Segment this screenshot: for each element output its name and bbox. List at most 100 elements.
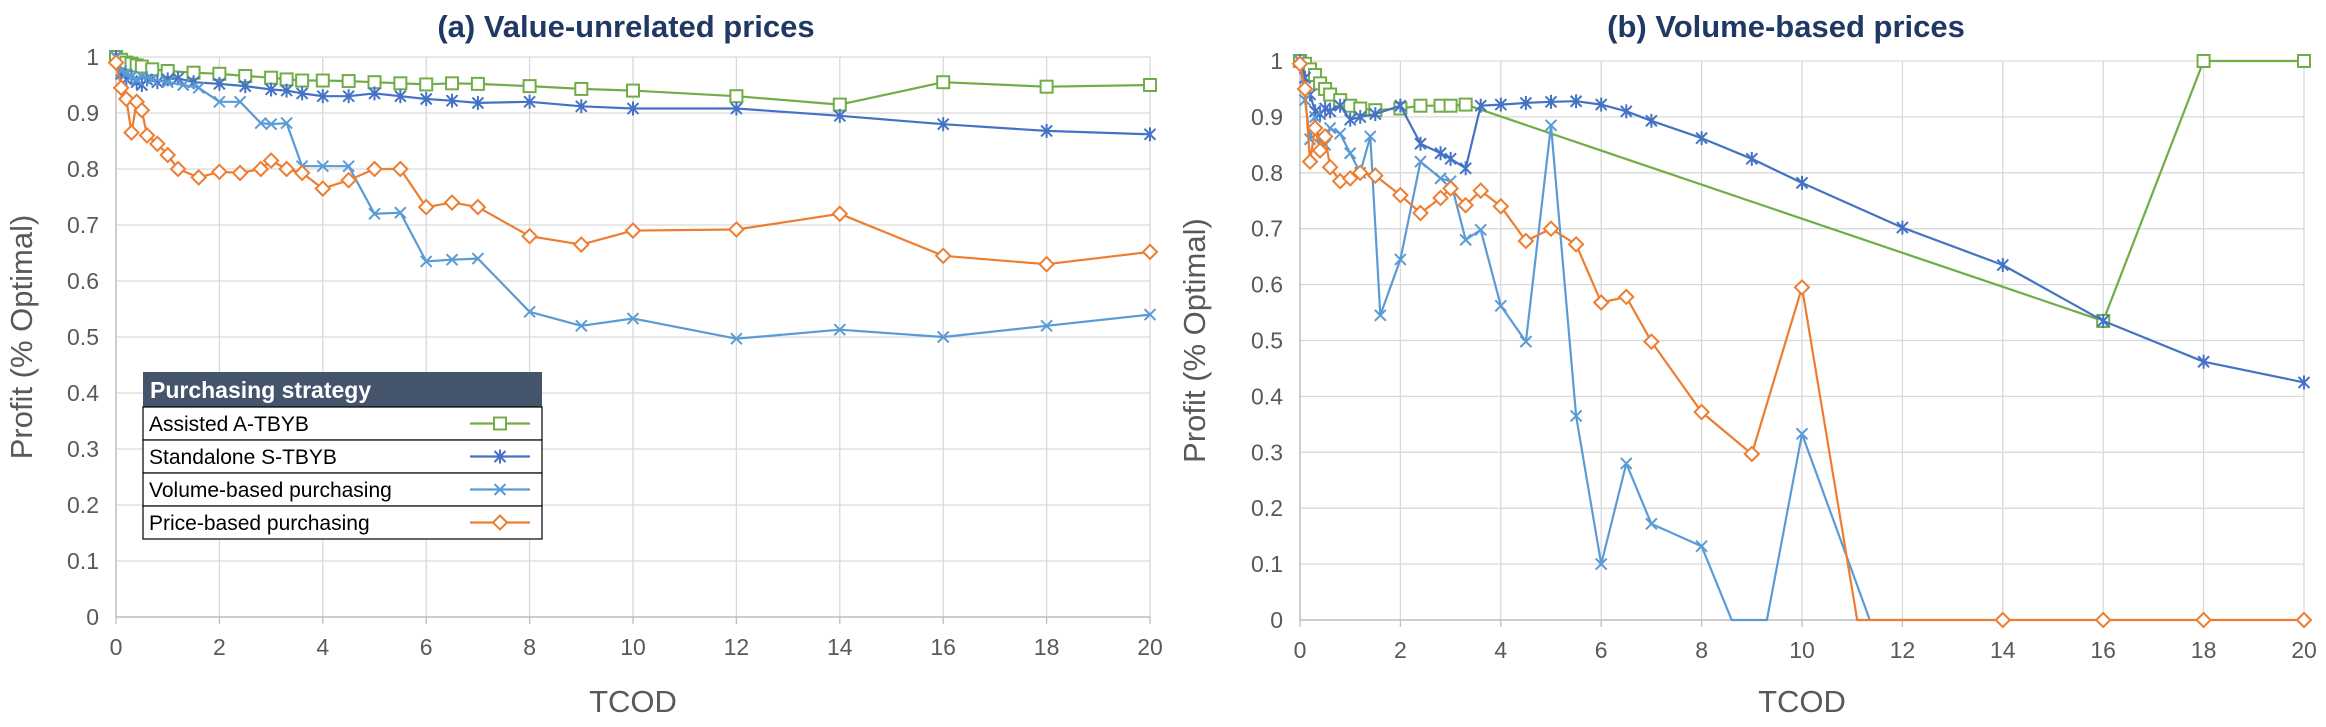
y-tick-label: 0.8 bbox=[1251, 160, 1283, 186]
series-price-based-purchasing bbox=[107, 54, 1159, 273]
data-point bbox=[190, 168, 208, 186]
data-point bbox=[1143, 127, 1157, 142]
x-tick-label: 10 bbox=[620, 634, 646, 660]
y-tick-label: 0.2 bbox=[1251, 495, 1283, 521]
data-point bbox=[342, 89, 355, 104]
data-point bbox=[523, 305, 536, 319]
data-point bbox=[1474, 223, 1487, 237]
data-point bbox=[1354, 109, 1367, 124]
data-point bbox=[239, 79, 252, 94]
data-point bbox=[419, 77, 434, 92]
data-point bbox=[1617, 288, 1635, 306]
data-point bbox=[368, 207, 381, 221]
data-point bbox=[1316, 128, 1334, 145]
data-point bbox=[171, 71, 185, 86]
data-point bbox=[393, 76, 408, 91]
x-tick-label: 20 bbox=[2291, 637, 2317, 663]
data-point bbox=[2297, 54, 2311, 68]
chart-title: (b) Volume-based prices bbox=[1607, 9, 1965, 44]
x-tick-label: 0 bbox=[110, 634, 123, 660]
data-point bbox=[135, 70, 149, 83]
data-point bbox=[2297, 375, 2311, 390]
data-point bbox=[626, 83, 640, 98]
legend: Purchasing strategy Assisted A-TBYB Standa… bbox=[142, 372, 543, 540]
series-price-based-purchasing bbox=[1291, 55, 2313, 629]
data-point bbox=[1434, 146, 1447, 161]
x-tick-label: 18 bbox=[1034, 634, 1060, 660]
data-point bbox=[1795, 427, 1809, 441]
data-point bbox=[293, 164, 311, 182]
y-tick-label: 0.1 bbox=[1251, 551, 1283, 577]
data-point bbox=[1369, 107, 1382, 122]
y-tick-label: 0.1 bbox=[67, 548, 99, 574]
data-point bbox=[1494, 97, 1508, 112]
data-point bbox=[1492, 197, 1510, 215]
y-tick-label: 0.8 bbox=[67, 156, 99, 182]
data-point bbox=[1458, 97, 1473, 112]
data-point bbox=[1795, 175, 1809, 190]
data-point bbox=[368, 86, 381, 101]
data-point bbox=[1432, 189, 1449, 207]
data-point bbox=[2197, 354, 2210, 369]
y-tick-label: 0.2 bbox=[67, 492, 99, 518]
data-point bbox=[1443, 98, 1458, 113]
grid-lines bbox=[1300, 60, 2305, 621]
x-tick-label: 4 bbox=[1494, 637, 1507, 663]
data-point bbox=[729, 89, 744, 104]
chart-title: (a) Value-unrelated prices bbox=[437, 9, 814, 44]
data-point bbox=[264, 82, 278, 97]
legend-marker bbox=[491, 514, 509, 531]
data-point bbox=[1341, 169, 1359, 187]
data-point bbox=[262, 152, 280, 170]
y-tick-label: 0.4 bbox=[67, 380, 99, 406]
data-point bbox=[1745, 151, 1759, 166]
chart-b-volume-based-prices: 00.10.20.30.40.50.60.70.80.910 2 4 6 8 10 12 14… bbox=[1177, 9, 2317, 719]
data-point bbox=[832, 97, 847, 112]
data-point bbox=[1457, 196, 1475, 214]
data-point bbox=[1333, 127, 1347, 140]
y-tick-label: 0.4 bbox=[1251, 383, 1283, 409]
data-point bbox=[159, 146, 177, 164]
data-point bbox=[419, 92, 433, 106]
x-tick-label: 0 bbox=[1294, 637, 1307, 663]
legend-marker bbox=[493, 449, 507, 464]
data-point bbox=[1494, 299, 1508, 313]
data-point bbox=[1366, 167, 1384, 185]
data-point bbox=[391, 160, 409, 178]
x-tick-label: 10 bbox=[1789, 637, 1815, 663]
legend-header-bg bbox=[143, 372, 542, 407]
data-point bbox=[2295, 611, 2313, 629]
data-point bbox=[342, 159, 355, 173]
data-point bbox=[316, 89, 330, 104]
data-point bbox=[936, 330, 950, 344]
data-point bbox=[133, 101, 151, 119]
x-tick-label: 8 bbox=[523, 634, 536, 660]
data-point bbox=[394, 89, 407, 104]
data-point bbox=[278, 160, 296, 178]
data-point bbox=[340, 171, 358, 189]
data-point bbox=[280, 116, 293, 130]
legend-marker bbox=[493, 416, 507, 431]
x-tick-label: 18 bbox=[2191, 637, 2217, 663]
data-point bbox=[315, 73, 330, 88]
data-point bbox=[1394, 98, 1407, 113]
data-point bbox=[1412, 204, 1429, 222]
data-point bbox=[445, 93, 459, 108]
data-point bbox=[1472, 182, 1490, 200]
data-point bbox=[1306, 119, 1324, 137]
data-point bbox=[1311, 142, 1329, 159]
legend-entry: Assisted A-TBYB bbox=[142, 406, 543, 441]
data-point bbox=[1308, 110, 1322, 124]
data-point bbox=[1542, 220, 1560, 238]
data-point bbox=[833, 108, 847, 123]
data-point bbox=[1569, 409, 1583, 423]
data-point bbox=[112, 79, 130, 97]
x-tick-label: 6 bbox=[1595, 637, 1608, 663]
data-point bbox=[123, 124, 140, 142]
data-point bbox=[1645, 517, 1658, 531]
data-point bbox=[419, 255, 433, 268]
data-point bbox=[1141, 243, 1159, 261]
data-point bbox=[213, 95, 226, 109]
data-point bbox=[1040, 319, 1053, 333]
